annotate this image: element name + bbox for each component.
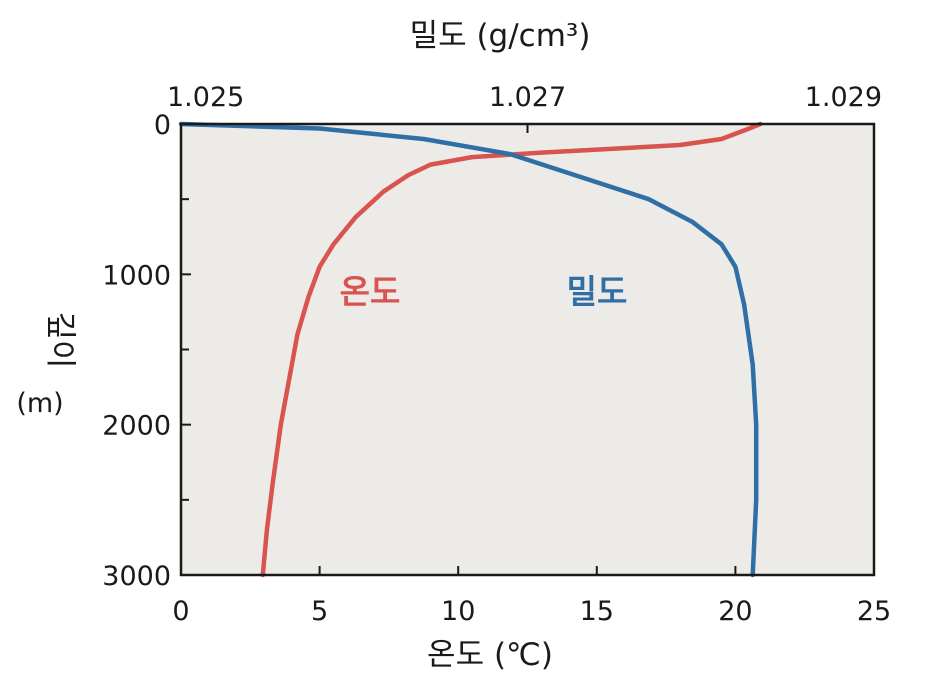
series-line-0	[260, 121, 763, 578]
temperature-curve-label: 온도	[340, 272, 401, 311]
curves-layer	[178, 121, 763, 578]
y-tick-label-3: 3000	[102, 561, 171, 592]
y-tick-label-2: 2000	[102, 411, 171, 442]
bottom-tick-label-3: 15	[580, 596, 614, 627]
top-axis-title: 밀도 (g/cm³)	[410, 18, 591, 54]
y-axis-title: 깊이	[42, 311, 78, 368]
bottom-tick-label-2: 10	[441, 596, 475, 627]
y-tick-label-0: 0	[154, 110, 171, 141]
axes-layer: 0 5 10 15 20 25 1.025 1.027 1.029 0 1000 2000 3000	[102, 82, 891, 627]
y-tick-label-1: 1000	[102, 260, 171, 291]
bottom-axis-title: 온도 (℃)	[427, 637, 553, 673]
y-axis-unit: (m)	[16, 388, 63, 419]
top-tick-label-2: 1.029	[805, 82, 882, 113]
density-curve-label: 밀도	[567, 272, 628, 311]
bottom-tick-label-5: 25	[857, 596, 891, 627]
bottom-tick-label-4: 20	[718, 596, 752, 627]
series-line-1	[178, 121, 759, 578]
plot-area	[181, 124, 874, 575]
top-tick-label-1: 1.027	[489, 82, 566, 113]
top-tick-label-0: 1.025	[167, 82, 244, 113]
bottom-tick-label-1: 5	[311, 596, 328, 627]
bottom-tick-label-0: 0	[172, 596, 189, 627]
